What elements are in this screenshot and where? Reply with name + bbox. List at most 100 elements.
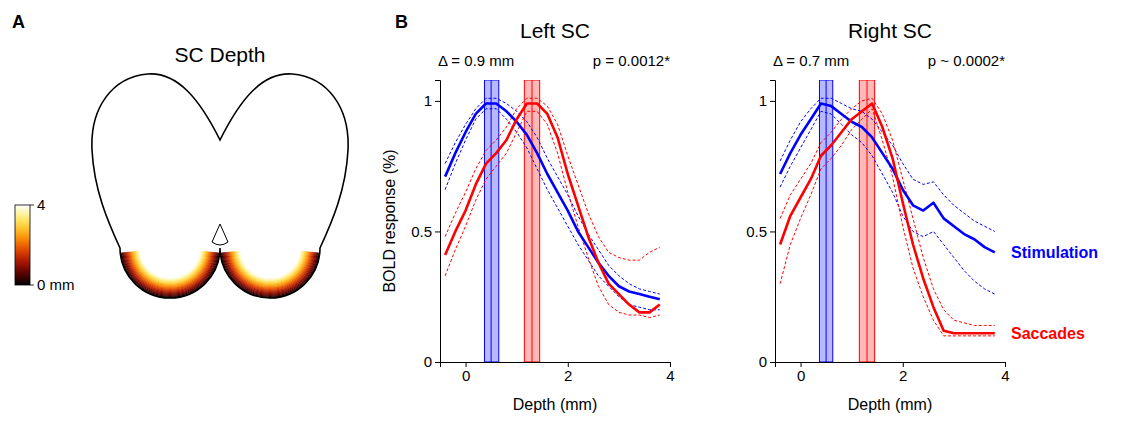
colorbar-tick-label: 0 mm bbox=[37, 276, 75, 293]
depth-ring bbox=[136, 251, 204, 282]
depth-ring bbox=[238, 251, 302, 280]
title: Left SC bbox=[520, 19, 590, 42]
depth-ring bbox=[232, 252, 308, 286]
tick: 0 bbox=[759, 353, 775, 370]
depth-ring bbox=[130, 252, 210, 288]
peak-band bbox=[859, 80, 874, 362]
tick-label: 0 bbox=[759, 353, 767, 370]
annotation: p ~ 0.0002* bbox=[928, 52, 1005, 69]
tick-mark bbox=[435, 362, 440, 363]
tick: 2 bbox=[899, 362, 907, 384]
depth-ring bbox=[135, 251, 205, 283]
depth-ring bbox=[234, 251, 306, 284]
tick-mark bbox=[435, 231, 440, 232]
line-panel: Right SCΔ = 0.7 mmp ~ 0.0002*02400.51Dep… bbox=[746, 19, 1098, 413]
depth-ring bbox=[239, 251, 301, 279]
axis-line bbox=[770, 81, 776, 363]
annotation: Δ = 0.7 mm bbox=[773, 52, 849, 69]
tick: 0 bbox=[797, 362, 805, 384]
legend-label: Saccades bbox=[1011, 325, 1085, 342]
tick: 0 bbox=[462, 362, 470, 384]
depth-ring bbox=[139, 251, 201, 279]
tick-mark bbox=[770, 362, 775, 363]
x-axis: 0 2 4 bbox=[776, 362, 1010, 384]
y-axis-title: BOLD response (%) bbox=[381, 149, 398, 292]
tick-label: 1 bbox=[424, 92, 432, 109]
tick-mark bbox=[435, 101, 440, 102]
peak-line bbox=[867, 80, 868, 362]
y-axis: 00.51 bbox=[746, 81, 775, 371]
line-panel: BLeft SCΔ = 0.9 mmp = 0.0012*02400.51Dep… bbox=[381, 12, 675, 413]
colorbar-tick-label: 4 bbox=[37, 196, 45, 213]
sc-crescent bbox=[120, 251, 220, 298]
axis-line bbox=[441, 363, 671, 368]
tick-mark bbox=[770, 231, 775, 232]
depth-ring bbox=[236, 251, 304, 282]
plot-area bbox=[780, 80, 995, 362]
panel-letter: B bbox=[395, 12, 408, 32]
tick: 1 bbox=[424, 92, 440, 109]
peak-band bbox=[484, 80, 498, 362]
colorbar-tick bbox=[30, 285, 34, 286]
colorbar-tick bbox=[30, 205, 34, 206]
peak-line bbox=[826, 80, 827, 362]
axis-line bbox=[435, 81, 441, 363]
plot-area bbox=[445, 80, 660, 362]
tick-label: 0 bbox=[462, 367, 470, 384]
depth-ring bbox=[233, 252, 307, 285]
tick: 0 bbox=[424, 353, 440, 370]
annotation: p = 0.0012* bbox=[593, 52, 670, 69]
tick-label: 4 bbox=[666, 367, 674, 384]
x-axis: 0 2 4 bbox=[441, 362, 675, 384]
tick: 4 bbox=[1001, 362, 1009, 384]
sc-crescent bbox=[220, 251, 320, 298]
y-axis: 00.51 bbox=[411, 81, 440, 371]
tick: 2 bbox=[564, 362, 572, 384]
tick-label: 1 bbox=[759, 92, 767, 109]
depth-ring bbox=[237, 251, 303, 281]
depth-ring bbox=[137, 251, 203, 281]
tick-label: 4 bbox=[1001, 367, 1009, 384]
tick-label: 0.5 bbox=[411, 223, 432, 240]
depth-ring bbox=[131, 252, 209, 287]
title: Right SC bbox=[848, 19, 932, 42]
tick-label: 2 bbox=[564, 367, 572, 384]
peak-band bbox=[819, 80, 832, 362]
colorbar bbox=[15, 205, 30, 285]
aqueduct bbox=[212, 224, 228, 245]
panel-a: A SC Depth 0 mm 4 bbox=[12, 12, 348, 298]
panel-letter: A bbox=[12, 12, 25, 32]
tick-mark bbox=[770, 101, 775, 102]
series-line bbox=[445, 104, 660, 300]
peak-line bbox=[491, 80, 492, 362]
depth-ring bbox=[230, 252, 310, 288]
axis-line bbox=[776, 363, 1006, 368]
tick-label: 0 bbox=[797, 367, 805, 384]
peak-line bbox=[532, 80, 533, 362]
tick-label: 0 bbox=[424, 353, 432, 370]
error-bound bbox=[780, 98, 995, 325]
brain-outline bbox=[92, 74, 348, 298]
series-line bbox=[780, 104, 995, 334]
tick: 0.5 bbox=[411, 223, 440, 240]
depth-ring bbox=[231, 252, 309, 287]
x-axis-title: Depth (mm) bbox=[848, 396, 932, 413]
title: SC Depth bbox=[174, 43, 265, 66]
series-line bbox=[445, 104, 660, 313]
legend-label: Stimulation bbox=[1011, 244, 1098, 261]
error-bound bbox=[445, 111, 660, 317]
depth-ring bbox=[134, 251, 206, 284]
depth-ring bbox=[138, 251, 202, 280]
x-axis-title: Depth (mm) bbox=[513, 396, 597, 413]
tick-label: 2 bbox=[899, 367, 907, 384]
tick: 0.5 bbox=[746, 223, 775, 240]
tick: 1 bbox=[759, 92, 775, 109]
figure: A SC Depth 0 mm 4 B Left SC Δ = 0.9 mm p = 0.00… bbox=[0, 0, 1135, 425]
depth-ring bbox=[133, 252, 207, 285]
depth-ring bbox=[229, 252, 311, 289]
depth-ring bbox=[235, 251, 305, 283]
depth-ring bbox=[129, 252, 211, 289]
tick-label: 0.5 bbox=[746, 223, 767, 240]
tick: 4 bbox=[666, 362, 674, 384]
annotation: Δ = 0.9 mm bbox=[438, 52, 514, 69]
